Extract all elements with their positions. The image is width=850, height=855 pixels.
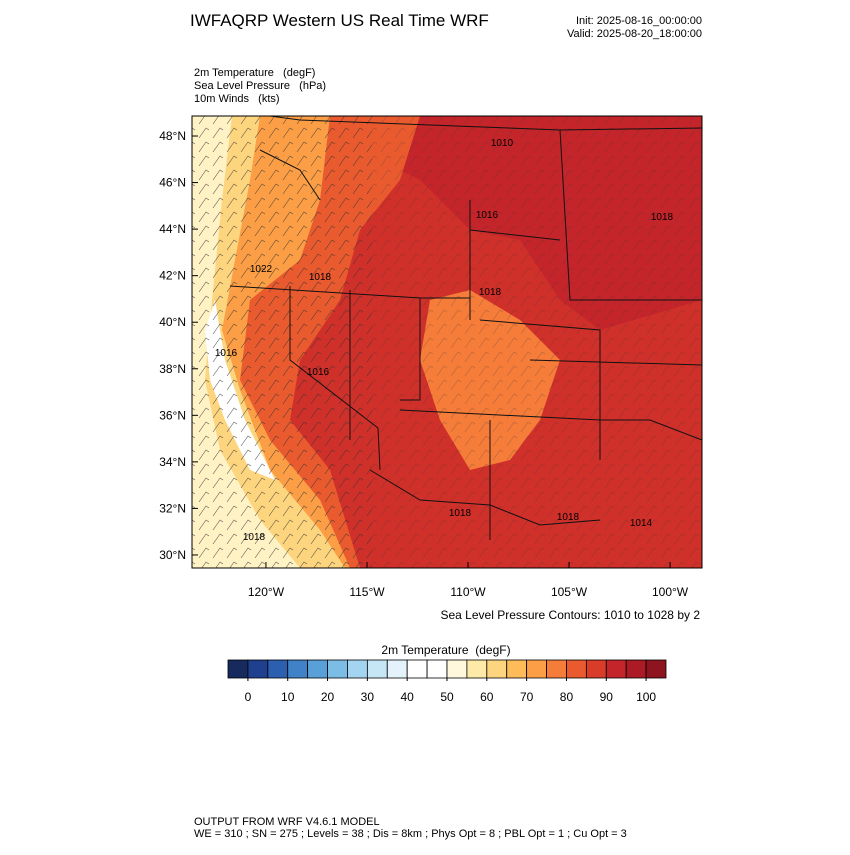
contour-label: 1018: [449, 508, 472, 519]
footer-line: WE = 310 ; SN = 275 ; Levels = 38 ; Dis …: [194, 828, 627, 840]
y-tick-label: 46°N: [159, 176, 186, 190]
contour-label: 1018: [479, 287, 502, 298]
contour-label: 1018: [651, 212, 674, 223]
y-tick-label: 40°N: [159, 315, 186, 329]
contour-label: 1016: [215, 348, 238, 359]
field-label: Sea Level Pressure (hPa): [194, 80, 326, 92]
x-tick-label: 110°W: [450, 585, 486, 599]
colorbar-swatch: [287, 659, 309, 679]
contour-label: 1018: [309, 272, 332, 283]
map-frame: [191, 115, 703, 569]
colorbar-tick-label: 0: [245, 690, 252, 704]
colorbar-swatch: [347, 659, 368, 679]
x-tick-label: 115°W: [349, 585, 385, 599]
colorbar-swatch: [247, 659, 269, 679]
colorbar-swatch: [645, 659, 667, 679]
colorbar-tick-label: 60: [480, 690, 494, 704]
y-tick-label: 34°N: [159, 455, 186, 469]
colorbar-swatch: [267, 659, 289, 679]
colorbar-tick-label: 90: [600, 690, 614, 704]
colorbar-swatch: [585, 659, 607, 679]
x-tick-label: 100°W: [652, 585, 689, 599]
colorbar-swatch: [526, 659, 547, 679]
colorbar-swatch: [605, 659, 627, 679]
colorbar-tick-label: 70: [520, 690, 534, 704]
colorbar-tick-label: 40: [401, 690, 415, 704]
contour-label: 1016: [307, 367, 330, 378]
colorbar-swatch: [227, 659, 249, 679]
colorbar-swatch: [486, 659, 508, 679]
colorbar-swatch: [386, 659, 408, 679]
contour-label: 1014: [630, 518, 653, 529]
colorbar-swatch: [466, 659, 488, 679]
colorbar-tick-label: 50: [440, 690, 454, 704]
y-tick-label: 32°N: [159, 501, 186, 515]
contour-label: 1018: [557, 512, 580, 523]
x-tick-label: 120°W: [248, 585, 285, 599]
colorbar-swatch: [446, 659, 468, 679]
contour-label: 1016: [476, 210, 499, 221]
colorbar-swatch: [426, 659, 448, 679]
colorbar-title: 2m Temperature (degF): [381, 643, 510, 657]
colorbar-swatch: [506, 659, 528, 679]
colorbar-tick-label: 30: [361, 690, 375, 704]
colorbar-tick-label: 10: [281, 690, 295, 704]
init-time: Init: 2025-08-16_00:00:00: [576, 15, 702, 27]
colorbar-swatch: [625, 659, 647, 679]
colorbar-swatch: [546, 659, 567, 679]
colorbar-swatch: [366, 659, 388, 679]
field-label: 10m Winds (kts): [194, 93, 280, 105]
title: IWFAQRP Western US Real Time WRF: [190, 11, 489, 30]
y-tick-label: 42°N: [159, 269, 186, 283]
colorbar-swatch: [327, 659, 348, 679]
y-tick-label: 44°N: [159, 222, 186, 236]
y-tick-label: 30°N: [159, 548, 186, 562]
contour-label: 1010: [491, 138, 514, 149]
map-field: [192, 116, 702, 568]
y-tick-label: 38°N: [159, 362, 186, 376]
x-tick-label: 105°W: [551, 585, 588, 599]
valid-time: Valid: 2025-08-20_18:00:00: [567, 28, 702, 40]
field-label: 2m Temperature (degF): [194, 67, 315, 79]
footer-line: OUTPUT FROM WRF V4.6.1 MODEL: [194, 816, 380, 828]
colorbar-tick-label: 100: [636, 690, 656, 704]
contour-label: 1018: [243, 532, 266, 543]
colorbar-swatch: [406, 659, 428, 679]
contour-note: Sea Level Pressure Contours: 1010 to 102…: [441, 608, 701, 622]
y-tick-label: 48°N: [159, 129, 186, 143]
contour-label: 1022: [250, 264, 273, 275]
y-tick-label: 36°N: [159, 408, 186, 422]
colorbar-tick-label: 20: [321, 690, 335, 704]
colorbar-tick-label: 80: [560, 690, 574, 704]
colorbar-swatch: [566, 659, 587, 679]
colorbar-swatch: [307, 659, 328, 679]
